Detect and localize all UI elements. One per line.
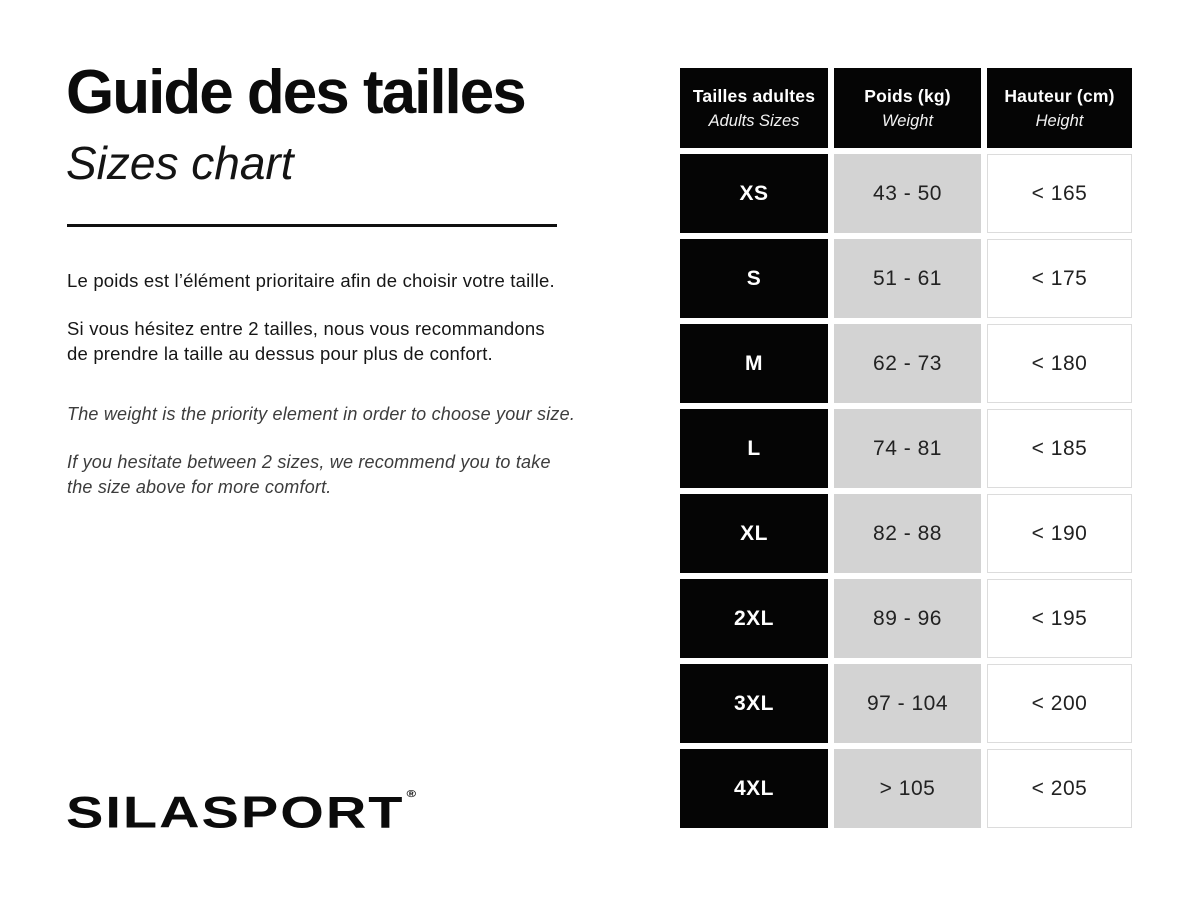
weight-cell: > 105 (834, 749, 981, 828)
brand-name: SILASPORT (66, 786, 405, 838)
height-cell: < 185 (987, 409, 1132, 488)
size-cell: S (680, 239, 828, 318)
header-label-fr: Tailles adultes (692, 85, 816, 106)
header-cell-weight: Poids (kg) Weight (834, 68, 981, 148)
paragraph-line: If you hesitate between 2 sizes, we reco… (67, 452, 551, 472)
page-title: Guide des tailles (66, 58, 527, 127)
header-label-en: Adults Sizes (708, 111, 800, 130)
size-cell: 4XL (680, 749, 828, 828)
registered-trademark-mark: ® (406, 787, 419, 800)
height-cell: < 190 (987, 494, 1132, 573)
height-cell: < 165 (987, 154, 1132, 233)
header-cell-height: Hauteur (cm) Height (987, 68, 1132, 148)
weight-cell: 51 - 61 (834, 239, 981, 318)
weight-cell: 82 - 88 (834, 494, 981, 573)
weight-cell: 89 - 96 (834, 579, 981, 658)
size-cell: XS (680, 154, 828, 233)
paragraph-line: Si vous hésitez entre 2 tailles, nous vo… (67, 318, 545, 339)
size-cell: XL (680, 494, 828, 573)
sizes-table: Tailles adultes Adults Sizes Poids (kg) … (680, 68, 1132, 828)
page-subtitle: Sizes chart (66, 137, 294, 189)
brand-logo: SILASPORT ® (66, 786, 419, 838)
header-label-en: Weight (881, 111, 934, 130)
weight-cell: 74 - 81 (834, 409, 981, 488)
divider-line (67, 224, 557, 227)
header-label-fr: Hauteur (cm) (1004, 85, 1115, 106)
weight-cell: 43 - 50 (834, 154, 981, 233)
height-cell: < 200 (987, 664, 1132, 743)
header-label-en: Height (1035, 111, 1084, 130)
paragraph-line: the size above for more comfort. (67, 477, 332, 497)
height-cell: < 195 (987, 579, 1132, 658)
header-cell-sizes: Tailles adultes Adults Sizes (680, 68, 828, 148)
weight-cell: 97 - 104 (834, 664, 981, 743)
paragraph-fr-weight: Le poids est l’élément prioritaire afin … (67, 268, 555, 293)
paragraph-line: de prendre la taille au dessus pour plus… (67, 343, 493, 364)
header-label-fr: Poids (kg) (864, 85, 951, 106)
height-cell: < 175 (987, 239, 1132, 318)
height-cell: < 180 (987, 324, 1132, 403)
paragraph-line: Le poids est l’élément prioritaire afin … (67, 270, 555, 291)
size-cell: L (680, 409, 828, 488)
paragraph-line: The weight is the priority element in or… (67, 404, 576, 424)
paragraph-en-weight: The weight is the priority element in or… (67, 402, 575, 427)
height-cell: < 205 (987, 749, 1132, 828)
paragraph-fr-hesitate: Si vous hésitez entre 2 tailles, nous vo… (67, 316, 545, 366)
paragraph-en-hesitate: If you hesitate between 2 sizes, we reco… (67, 450, 551, 500)
size-cell: 2XL (680, 579, 828, 658)
size-cell: M (680, 324, 828, 403)
size-cell: 3XL (680, 664, 828, 743)
weight-cell: 62 - 73 (834, 324, 981, 403)
